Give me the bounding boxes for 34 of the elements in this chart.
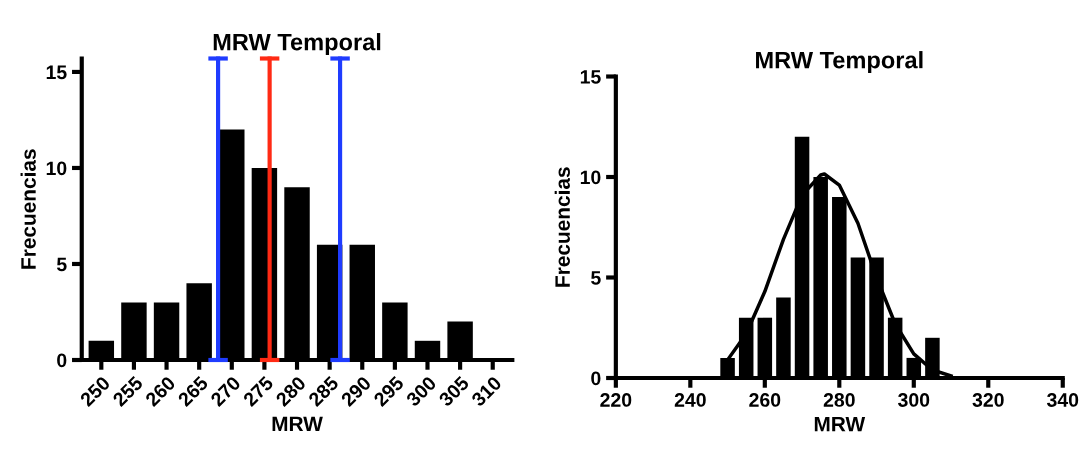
y-tick-label: 5 bbox=[591, 271, 601, 285]
x-tick-label: 295 bbox=[372, 375, 405, 408]
x-tick-label: 290 bbox=[340, 375, 372, 408]
y-tick-label: 10 bbox=[46, 161, 67, 176]
x-tick-label: 250 bbox=[79, 375, 111, 408]
x-tick-label: 260 bbox=[144, 375, 177, 408]
x-tick-label: 310 bbox=[470, 375, 503, 408]
y-tick-label: 5 bbox=[56, 257, 67, 272]
x-tick-label: 280 bbox=[823, 393, 855, 407]
y-tick-label: 10 bbox=[580, 170, 601, 185]
x-tick-label: 270 bbox=[209, 375, 242, 408]
y-axis-title: Frecuencias bbox=[554, 167, 570, 287]
x-tick-label: 340 bbox=[1046, 393, 1079, 407]
x-tick-label: 255 bbox=[111, 375, 144, 408]
x-tick-label: 320 bbox=[972, 393, 1004, 407]
x-tick-label: 300 bbox=[898, 393, 930, 407]
x-tick-label: 275 bbox=[242, 375, 275, 408]
y-tick-label: 15 bbox=[580, 70, 601, 84]
x-axis-title: MRW bbox=[814, 417, 866, 432]
y-axis-title: Frecuencias bbox=[20, 149, 36, 269]
chart-title: MRW Temporal bbox=[213, 33, 381, 56]
y-tick-label: 0 bbox=[57, 353, 67, 368]
x-tick-label: 300 bbox=[405, 375, 438, 408]
x-tick-label: 285 bbox=[307, 375, 340, 408]
y-tick-label: 15 bbox=[46, 65, 67, 80]
y-tick-label: 0 bbox=[591, 371, 601, 386]
x-tick-label: 280 bbox=[274, 375, 307, 408]
x-tick-label: 240 bbox=[674, 393, 706, 407]
x-tick-label: 260 bbox=[749, 393, 781, 407]
x-tick-label: 305 bbox=[437, 375, 470, 408]
chart-title: MRW Temporal bbox=[756, 51, 923, 74]
x-tick-label: 265 bbox=[177, 375, 209, 408]
x-axis-title: MRW bbox=[272, 416, 323, 431]
x-tick-label: 220 bbox=[600, 393, 632, 407]
